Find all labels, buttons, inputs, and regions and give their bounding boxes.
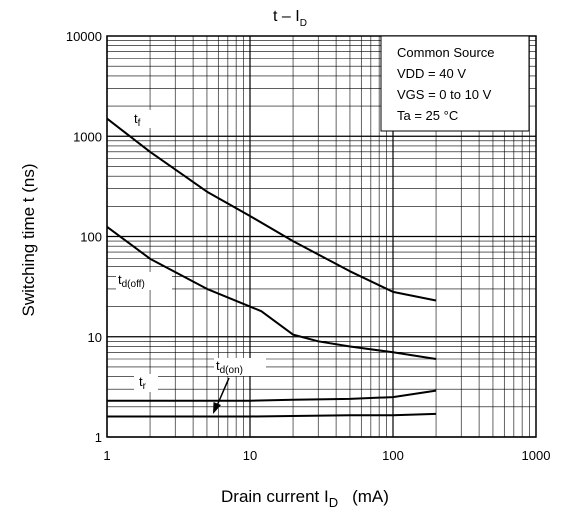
td-on-arrow — [213, 377, 230, 414]
y-tick-label: 1 — [95, 430, 102, 445]
x-tick-label: 1 — [103, 448, 110, 463]
y-tick-label: 10 — [88, 330, 102, 345]
condition-line: VDD = 40 V — [397, 66, 466, 81]
y-tick-label: 100 — [80, 230, 102, 245]
y-axis-title: Switching time t (ns) — [19, 163, 38, 316]
plot-frame — [106, 35, 537, 438]
y-tick-label: 10000 — [66, 29, 102, 44]
svg-text:tr: tr — [139, 374, 147, 392]
y-tick-labels: 1 10 100 1000 10000 — [66, 29, 102, 445]
svg-text:tf: tf — [134, 111, 141, 129]
curve-label-td-on: td(on) — [214, 358, 266, 376]
series-line-tdon — [107, 412, 437, 418]
chart-title: t – ID — [273, 8, 307, 29]
condition-line: Common Source — [397, 45, 495, 60]
x-axis-title: Drain current ID (mA) — [221, 487, 389, 510]
x-tick-label: 1000 — [522, 448, 551, 463]
conditions-box: Common Source VDD = 40 V VGS = 0 to 10 V… — [380, 35, 530, 132]
x-tick-label: 100 — [382, 448, 404, 463]
x-tick-labels: 1 10 100 1000 — [103, 448, 550, 463]
condition-line: Ta = 25 °C — [397, 108, 458, 123]
series-curves — [106, 117, 437, 418]
x-tick-label: 10 — [243, 448, 257, 463]
curve-label-tr: tr — [134, 374, 158, 392]
series-line-tf — [106, 117, 437, 302]
svg-text:td(on): td(on) — [216, 358, 243, 376]
svg-text:td(off): td(off) — [118, 272, 145, 290]
condition-line: VGS = 0 to 10 V — [397, 87, 492, 102]
series-line-tdoff — [106, 225, 437, 360]
series-line-tr — [107, 389, 437, 402]
curve-label-td-off: td(off) — [116, 272, 172, 290]
curve-label-tf: tf — [129, 110, 153, 129]
y-tick-label: 1000 — [73, 129, 102, 144]
